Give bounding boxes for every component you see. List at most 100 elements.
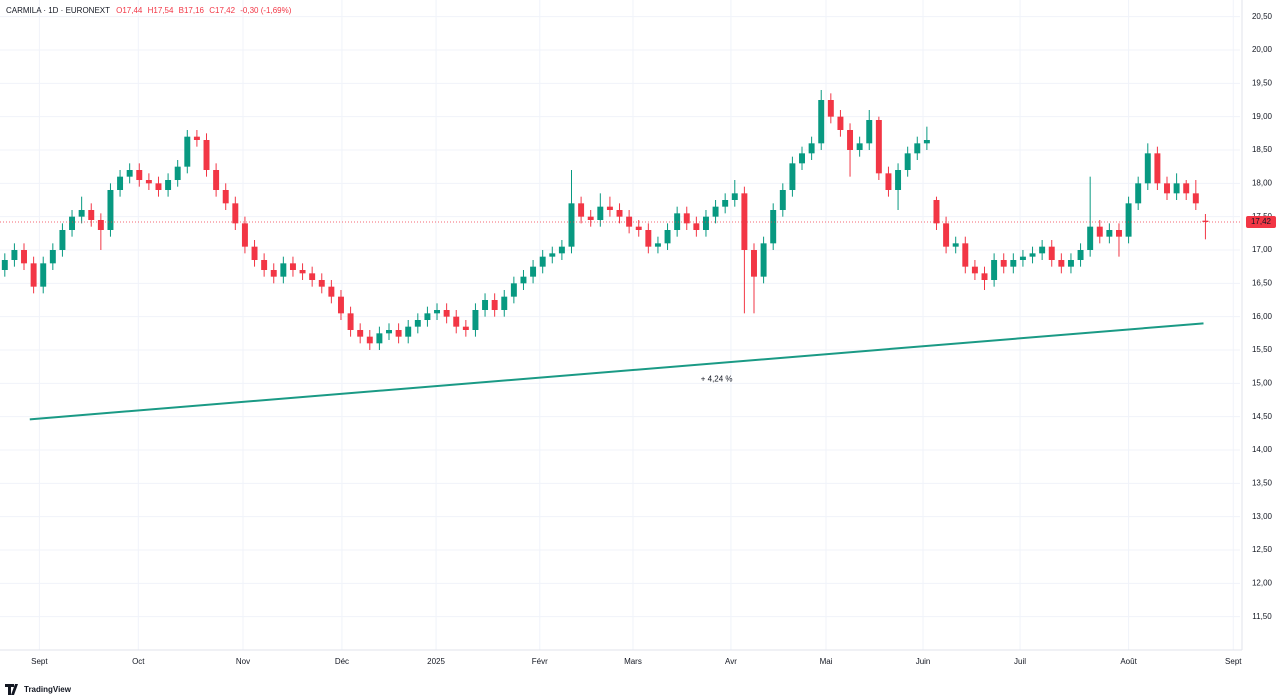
x-tick-label: Août [1120, 657, 1137, 666]
candle-body [1202, 220, 1209, 222]
candle-body [923, 140, 930, 144]
candle-body [991, 260, 998, 280]
candle-body [808, 143, 815, 154]
candle-body [405, 326, 412, 337]
y-tick-label: 14,00 [1252, 445, 1273, 454]
candle-body [981, 273, 988, 280]
last-price-box [1246, 216, 1276, 228]
candle-body [1077, 250, 1084, 260]
y-tick-label: 16,00 [1252, 312, 1273, 321]
candle-body [414, 320, 421, 327]
candle-body [779, 190, 786, 210]
candle-body [1039, 246, 1046, 254]
candle-body [904, 153, 911, 170]
y-tick-label: 20,50 [1252, 12, 1273, 21]
candle-body [376, 333, 383, 344]
symbol: CARMILA · 1D · EURONEXT [6, 6, 110, 15]
axes: 11,50 12,00 12,50 13,00 13,50 14,00 14,50 15,00… [31, 12, 1276, 666]
brand-name: TradingView [24, 685, 72, 694]
candle-body [88, 210, 95, 220]
candle-body [453, 316, 460, 327]
candle-body [347, 313, 354, 330]
brand-logo: TradingView [5, 684, 72, 695]
candle-body [1106, 230, 1113, 237]
candle-body [827, 100, 834, 117]
candle-body [69, 216, 76, 230]
candle-body [174, 166, 181, 180]
plot-area: + 4,24 % [0, 90, 1240, 421]
candle-body [501, 296, 508, 310]
y-tick-label: 18,50 [1252, 145, 1273, 154]
candle-body [184, 136, 191, 167]
y-tick-label: 14,50 [1252, 412, 1273, 421]
open-label: O17,44 [116, 6, 143, 15]
x-tick-label: Juil [1014, 657, 1026, 666]
change-label: -0,30 (-1,69%) [240, 6, 291, 15]
candle-body [1183, 183, 1190, 194]
candle-body [558, 246, 565, 254]
candle-body [462, 326, 469, 330]
candle-body [357, 330, 364, 337]
candle-body [549, 253, 556, 257]
candle-body [251, 246, 258, 260]
candle-body [606, 206, 613, 210]
candle-body [789, 163, 796, 190]
x-tick-label: Oct [132, 657, 145, 666]
candle-body [962, 243, 969, 267]
candle-body [914, 143, 921, 154]
candle-body [117, 176, 124, 190]
candle-body [40, 263, 47, 287]
candle-body [472, 310, 479, 330]
high-label: H17,54 [148, 6, 174, 15]
candle-body [587, 216, 594, 220]
y-tick-label: 13,00 [1252, 512, 1273, 521]
candle-body [866, 120, 873, 144]
y-tick-label: 19,50 [1252, 78, 1273, 87]
candle-body [203, 140, 210, 170]
x-tick-label: Déc [335, 657, 349, 666]
candle-body [395, 330, 402, 337]
candle-body [943, 223, 950, 247]
candle-body [539, 256, 546, 267]
candle-body [799, 153, 805, 164]
candle-body [1067, 260, 1074, 267]
candle-body [213, 170, 220, 190]
candle-body [1000, 260, 1007, 267]
candle-body [952, 243, 959, 247]
candle-body [78, 210, 85, 217]
candle-body [1010, 260, 1017, 267]
x-tick-label: Sept [31, 657, 48, 666]
candle-body [1048, 246, 1055, 260]
candle-body [434, 310, 441, 314]
candle-body [885, 173, 892, 190]
candle-body [328, 286, 335, 297]
candle-body [626, 216, 633, 227]
candle-body [289, 263, 296, 270]
candle-body [818, 100, 825, 144]
candle-body [261, 260, 268, 270]
candle-body [616, 210, 623, 217]
x-tick-label: Juin [916, 657, 931, 666]
x-tick-label: Mars [624, 657, 642, 666]
candle-body [424, 313, 431, 320]
y-tick-label: 20,00 [1252, 45, 1273, 54]
candle-body [510, 283, 517, 297]
candle-body [443, 310, 450, 317]
candle-body [222, 190, 229, 204]
y-tick-label: 12,00 [1252, 578, 1273, 587]
y-tick-label: 17,00 [1252, 245, 1273, 254]
candle-body [702, 216, 709, 230]
candle-body [107, 190, 114, 230]
x-tick-label: Nov [236, 657, 250, 666]
y-tick-label: 18,00 [1252, 178, 1273, 187]
candle-body [693, 223, 700, 230]
candle-body [491, 300, 498, 310]
logo-icon [5, 684, 18, 695]
candle-body [21, 250, 27, 264]
candle-body [568, 203, 575, 247]
candle-body [1, 260, 8, 270]
candle-body [270, 270, 277, 277]
candle-body [731, 193, 738, 200]
candle-body [165, 180, 172, 190]
